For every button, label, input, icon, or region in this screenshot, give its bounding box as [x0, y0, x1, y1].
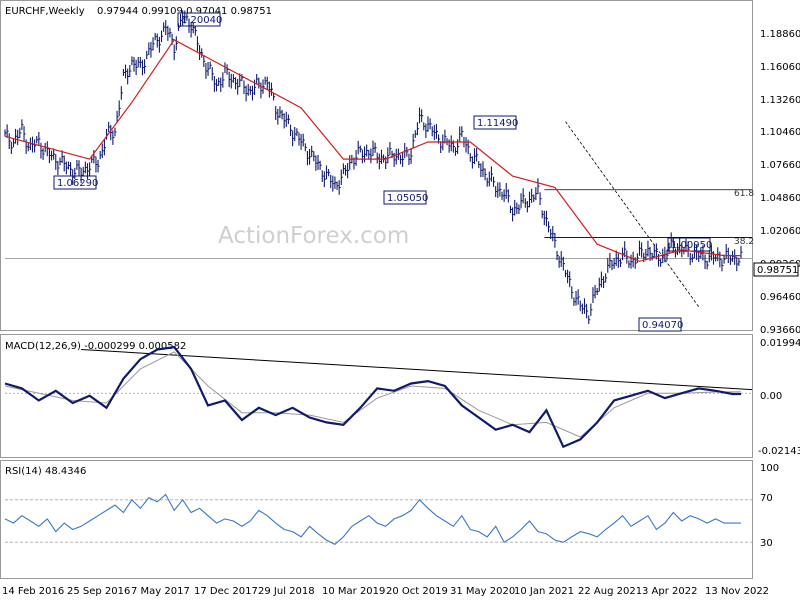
fib-label-382: 38.2 — [734, 237, 754, 247]
x-tick-label: 3 Apr 2022 — [642, 586, 697, 597]
macd-line — [4, 345, 741, 449]
price-tick-label: 0.96460 — [760, 292, 800, 303]
x-tick-label: 10 Jan 2021 — [514, 586, 574, 597]
symbol-timeframe: EURCHF,Weekly — [5, 6, 85, 17]
macd-trendline — [81, 349, 753, 391]
x-tick-label: 25 Sep 2016 — [67, 586, 130, 597]
annotation-low-2019: 1.05050 — [387, 193, 428, 204]
annotation-high-2022: 1.00950 — [671, 240, 712, 251]
x-tick-label: 13 Nov 2022 — [705, 586, 769, 597]
price-tick-label: 1.18860 — [760, 29, 800, 40]
price-panel[interactable] — [0, 0, 753, 331]
x-tick-label: 22 Aug 2021 — [578, 586, 642, 597]
annotation-box — [638, 317, 682, 332]
macd-title: MACD(12,26,9) -0.000299 0.000582 — [5, 341, 186, 352]
macd-tick-label: -0.021434 — [758, 446, 800, 457]
annotation-high-2021: 1.11490 — [477, 118, 518, 129]
fib-label-618: 61.8 — [734, 189, 754, 199]
price-tick-label: 1.07660 — [760, 160, 800, 171]
fib-swing-line — [565, 121, 700, 307]
rsi-tick-label: 70 — [760, 493, 773, 504]
price-axis: 1.18860 1.16060 1.13260 1.10460 1.07660 … — [760, 29, 800, 336]
x-tick-label: 14 Feb 2016 — [2, 586, 64, 597]
annotation-high-2018: 1.20040 — [181, 15, 222, 26]
watermark: ActionForex.com — [218, 223, 409, 249]
rsi-tick-label: 100 — [760, 463, 779, 474]
x-tick-label: 7 May 2017 — [131, 586, 190, 597]
rsi-tick-label: 30 — [760, 538, 773, 549]
current-price-label: 0.98751 — [757, 265, 798, 276]
price-tick-label: 1.16060 — [760, 62, 800, 73]
price-tick-label: 1.10460 — [760, 127, 800, 138]
annotation-low-2016: 1.06290 — [57, 178, 98, 189]
macd-tick-label: 0.00 — [760, 391, 782, 402]
x-tick-label: 29 Jul 2018 — [258, 586, 315, 597]
rsi-panel[interactable] — [0, 460, 753, 579]
annotation-box — [383, 190, 427, 205]
moving-average-line — [4, 39, 741, 262]
annotation-box — [473, 115, 517, 130]
current-price-flag — [753, 262, 799, 277]
price-tick-label: 0.93660 — [760, 325, 800, 336]
x-tick-label: 17 Dec 2017 — [194, 586, 258, 597]
chart-marks — [4, 10, 753, 545]
price-tick-label: 1.04860 — [760, 193, 800, 204]
x-axis: 14 Feb 2016 25 Sep 2016 7 May 2017 17 De… — [2, 586, 769, 597]
price-tick-label: 1.13260 — [760, 95, 800, 106]
x-tick-label: 20 Oct 2019 — [386, 586, 448, 597]
rsi-line — [4, 493, 741, 545]
annotations: 1.20040 1.06290 1.05050 1.11490 1.00950 … — [53, 12, 712, 332]
price-tick-label: 1.02060 — [760, 226, 800, 237]
macd-tick-label: 0.019943 — [760, 338, 800, 349]
x-tick-label: 10 Mar 2019 — [322, 586, 385, 597]
x-tick-label: 31 May 2020 — [450, 586, 515, 597]
annotation-low-2022: 0.94070 — [642, 320, 683, 331]
rsi-title: RSI(14) 48.4346 — [5, 466, 86, 477]
macd-signal-line — [4, 351, 742, 438]
